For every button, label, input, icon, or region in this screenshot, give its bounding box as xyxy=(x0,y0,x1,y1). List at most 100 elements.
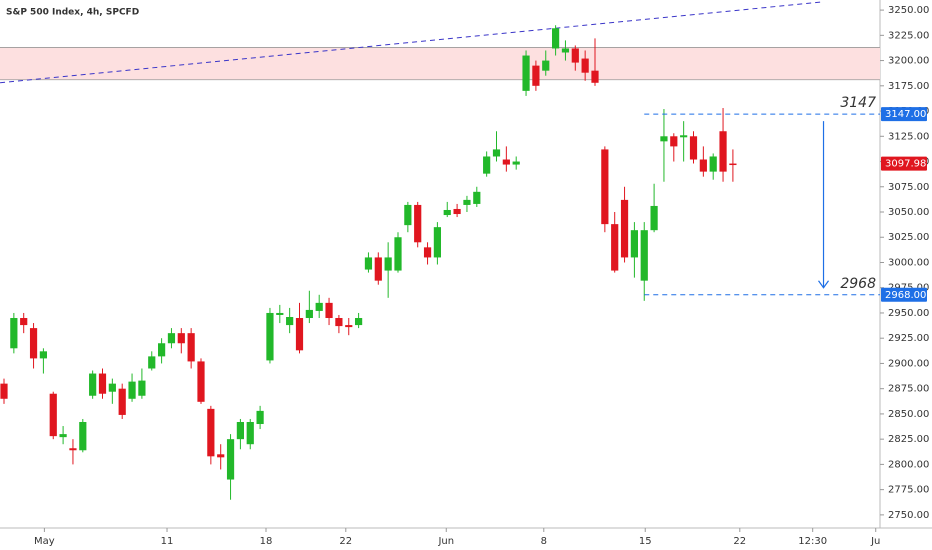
candle-body xyxy=(660,136,668,142)
candle-body xyxy=(463,199,471,205)
candle-body xyxy=(591,70,599,83)
level-axis-box xyxy=(881,107,927,122)
candle-body xyxy=(158,343,166,357)
candle-body xyxy=(492,149,501,157)
candle-body xyxy=(423,247,432,258)
y-tick-label: 2750.00 xyxy=(888,510,929,521)
y-tick-label: 3250.00 xyxy=(888,5,929,16)
level-axis-box xyxy=(881,287,927,302)
candle-body xyxy=(729,163,737,166)
candle-body xyxy=(364,257,373,270)
candle-body xyxy=(79,421,87,451)
candle-body xyxy=(236,421,244,440)
candle-body xyxy=(246,421,254,445)
x-tick-label: 12:30 xyxy=(798,536,827,547)
candle-body xyxy=(689,136,698,160)
candle-body xyxy=(433,227,441,258)
candle-body xyxy=(69,448,77,451)
x-tick-label: 11 xyxy=(161,536,174,547)
candle-body xyxy=(148,356,156,369)
candle-body xyxy=(611,224,619,271)
candle-body xyxy=(118,388,126,415)
candle-body xyxy=(197,361,205,402)
level-label: 2968 xyxy=(840,276,876,292)
candle-body xyxy=(571,48,579,63)
candle-body xyxy=(295,318,304,351)
candle-body xyxy=(502,159,510,165)
candle-body xyxy=(670,136,678,147)
candle-body xyxy=(532,65,540,86)
candle-body xyxy=(315,302,323,311)
y-tick-label: 2850.00 xyxy=(888,409,929,420)
candle-body xyxy=(325,302,333,319)
candle-body xyxy=(542,60,550,71)
candle-body xyxy=(256,410,264,425)
candle-body xyxy=(29,328,38,359)
candle-body xyxy=(49,393,57,437)
candle-body xyxy=(39,351,47,359)
candle-body xyxy=(266,312,274,361)
candle-body xyxy=(286,317,294,326)
x-tick-label: 18 xyxy=(260,536,273,547)
level-axis-label: 3147.00 xyxy=(885,109,926,120)
y-tick-label: 2925.00 xyxy=(888,333,929,344)
candle-body xyxy=(394,237,402,271)
x-tick-label: 15 xyxy=(639,536,652,547)
candle-body xyxy=(374,257,382,281)
x-tick-label: 8 xyxy=(541,536,547,547)
y-tick-label: 3000.00 xyxy=(888,257,929,268)
arrow-head xyxy=(818,280,830,289)
candle-body xyxy=(345,325,353,328)
candle-body xyxy=(138,380,146,396)
candle-body xyxy=(630,230,638,258)
candle-body xyxy=(167,333,176,344)
candle-body xyxy=(128,381,136,399)
candle-body xyxy=(98,373,107,394)
candle-body xyxy=(177,333,185,344)
candle-body xyxy=(89,373,97,396)
y-tick-label: 2775.00 xyxy=(888,485,929,496)
x-tick-label: 22 xyxy=(339,536,352,547)
candle-body xyxy=(601,149,609,225)
level-label: 3147 xyxy=(840,95,876,111)
last-price-box xyxy=(881,156,927,171)
candle-body xyxy=(414,204,422,243)
y-tick-label: 3125.00 xyxy=(888,131,929,142)
candle-body xyxy=(443,209,451,216)
candle-body xyxy=(384,257,392,271)
candle-body xyxy=(719,131,727,172)
y-tick-label: 2800.00 xyxy=(888,459,929,470)
y-tick-label: 3200.00 xyxy=(888,56,929,67)
candle-body xyxy=(620,199,629,258)
candle-body xyxy=(581,58,589,73)
candle-body xyxy=(473,191,481,204)
candle-body xyxy=(404,204,412,226)
candle-body xyxy=(552,28,560,49)
y-tick-label: 3225.00 xyxy=(888,30,929,41)
zone xyxy=(0,47,880,80)
x-tick-label: 22 xyxy=(733,536,746,547)
candle-body xyxy=(699,159,707,172)
x-tick-label: Ju xyxy=(870,536,880,547)
candle-body xyxy=(305,309,313,319)
x-tick-label: Jun xyxy=(437,536,454,547)
candle-body xyxy=(59,434,67,438)
y-tick-label: 3075.00 xyxy=(888,182,929,193)
candle-body xyxy=(561,48,570,53)
y-tick-label: 2900.00 xyxy=(888,358,929,369)
y-tick-label: 2875.00 xyxy=(888,384,929,395)
candle-body xyxy=(10,318,18,349)
y-tick-label: 2950.00 xyxy=(888,308,929,319)
y-tick-label: 2825.00 xyxy=(888,434,929,445)
candle-body xyxy=(108,383,116,392)
last-price-label: 3097.98 xyxy=(885,159,926,170)
x-tick-label: May xyxy=(34,536,55,547)
candle-body xyxy=(20,318,28,326)
y-tick-label: 3175.00 xyxy=(888,81,929,92)
chart-title: S&P 500 Index, 4h, SPCFD xyxy=(6,8,139,18)
trend-line xyxy=(0,1,822,84)
candle-body xyxy=(483,156,491,174)
candle-body xyxy=(640,230,648,281)
